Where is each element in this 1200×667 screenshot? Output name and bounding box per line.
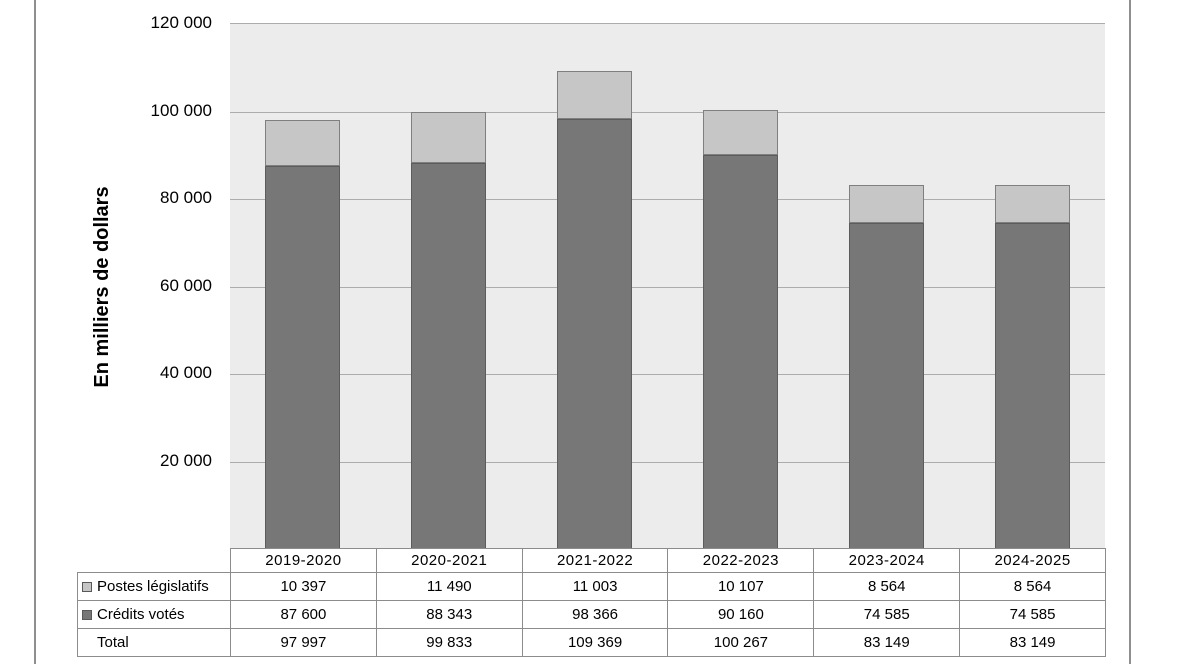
- y-tick-label-100000: 100 000: [150, 100, 212, 120]
- legend-key-icon-credits-votes: [82, 610, 92, 620]
- value-cell-credits-votes-2022-2023: 90 160: [667, 600, 815, 629]
- row-label-text: Crédits votés: [97, 606, 185, 623]
- year-header-cell-2020-2021: 2020-2021: [375, 548, 523, 573]
- row-label-total: Total: [77, 628, 231, 657]
- y-tick-label-80000: 80 000: [160, 188, 212, 207]
- bar-segment-2021-2022-postes-legislatifs: [557, 70, 633, 119]
- bar-segment-2020-2021-credits-votes: [411, 162, 487, 549]
- value-cell-total-2024-2025: 83 149: [959, 628, 1106, 657]
- page-right-border-line: [1129, 0, 1131, 664]
- row-label-text: Postes législatifs: [97, 578, 209, 595]
- page-left-border-line: [34, 0, 36, 664]
- gridline-60000: [230, 286, 1105, 288]
- year-header-cell-2021-2022: 2021-2022: [521, 548, 669, 573]
- value-cell-credits-votes-2021-2022: 98 366: [521, 600, 669, 629]
- value-cell-total-2021-2022: 109 369: [521, 628, 669, 657]
- value-cell-credits-votes-2023-2024: 74 585: [813, 600, 961, 629]
- table-row-postes-legislatifs: Postes législatifs 10 397 11 490 11 003 10 1…: [77, 572, 1106, 601]
- year-header-cell-2022-2023: 2022-2023: [667, 548, 815, 573]
- gridline-40000: [230, 374, 1105, 375]
- value-cell-credits-votes-2020-2021: 88 343: [375, 600, 523, 629]
- gridline-100000: [230, 111, 1105, 113]
- data-table: 2019-2020 2020-2021 2021-2022 2022-2023 2023…: [77, 548, 1106, 657]
- value-cell-postes-legislatifs-2021-2022: 11 003: [521, 572, 669, 601]
- y-tick-label-20000: 20 000: [160, 450, 212, 470]
- year-header-cell-2023-2024: 2023-2024: [813, 548, 961, 573]
- bar-segment-2022-2023-credits-votes: [702, 154, 778, 549]
- row-label-postes-legislatifs: Postes législatifs: [77, 572, 231, 601]
- table-year-header-row: 2019-2020 2020-2021 2021-2022 2022-2023 2023…: [78, 548, 1106, 573]
- bar-segment-2021-2022-credits-votes: [557, 118, 633, 549]
- value-cell-postes-legislatifs-2020-2021: 11 490: [375, 572, 523, 601]
- gridline-20000: [230, 461, 1105, 463]
- bar-segment-2019-2020-postes-legislatifs: [265, 120, 341, 166]
- plot-area: [230, 23, 1105, 549]
- value-cell-postes-legislatifs-2022-2023: 10 107: [667, 572, 815, 601]
- bar-segment-2020-2021-postes-legislatifs: [411, 112, 487, 163]
- table-corner-cell: [78, 549, 231, 573]
- y-tick-label-40000: 40 000: [160, 363, 212, 382]
- row-label-text: Total: [97, 634, 129, 651]
- value-cell-total-2020-2021: 99 833: [375, 628, 523, 657]
- value-cell-total-2023-2024: 83 149: [813, 628, 961, 657]
- bar-segment-2024-2025-postes-legislatifs: [994, 185, 1070, 223]
- y-tick-label-120000: 120 000: [150, 13, 212, 32]
- bar-segment-2023-2024-credits-votes: [848, 222, 924, 549]
- gridline-80000: [230, 199, 1105, 200]
- value-cell-total-2022-2023: 100 267: [667, 628, 815, 657]
- value-cell-postes-legislatifs-2019-2020: 10 397: [230, 572, 377, 601]
- row-label-credits-votes: Crédits votés: [77, 600, 231, 629]
- table-row-total: Total 97 997 99 833 109 369 100 267 83 149 83 …: [77, 628, 1106, 657]
- bar-segment-2024-2025-credits-votes: [994, 222, 1070, 549]
- value-cell-postes-legislatifs-2023-2024: 8 564: [813, 572, 961, 601]
- value-cell-credits-votes-2024-2025: 74 585: [959, 600, 1106, 629]
- value-cell-total-2019-2020: 97 997: [230, 628, 377, 657]
- value-cell-credits-votes-2019-2020: 87 600: [230, 600, 377, 629]
- bar-segment-2022-2023-postes-legislatifs: [702, 110, 778, 155]
- year-header-cell-2024-2025: 2024-2025: [959, 548, 1106, 573]
- year-header-cell-2019-2020: 2019-2020: [230, 548, 377, 573]
- bar-segment-2019-2020-credits-votes: [265, 165, 341, 549]
- value-cell-postes-legislatifs-2024-2025: 8 564: [959, 572, 1106, 601]
- y-tick-label-60000: 60 000: [160, 275, 212, 295]
- bar-segment-2023-2024-postes-legislatifs: [848, 185, 924, 223]
- table-row-credits-votes: Crédits votés 87 600 88 343 98 366 90 160 74 …: [77, 600, 1106, 629]
- legend-key-icon-postes-legislatifs: [82, 582, 92, 592]
